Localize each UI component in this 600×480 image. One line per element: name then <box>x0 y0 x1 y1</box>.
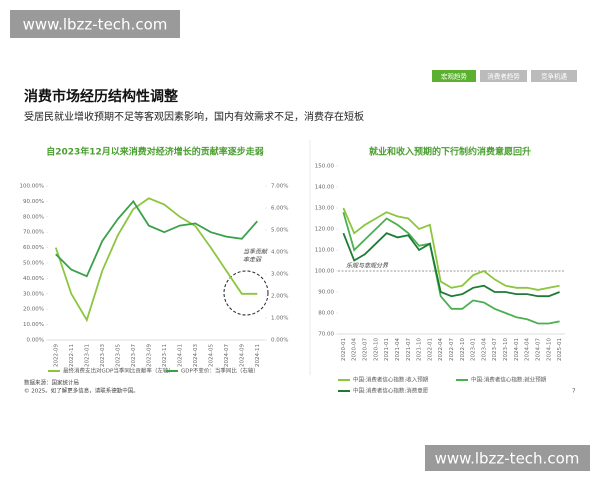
x-tick-label: 2022-01 <box>427 338 433 361</box>
y-tick-label: 150.00 <box>315 164 335 170</box>
x-tick-label: 2020-04 <box>352 338 358 361</box>
y2-tick-label: 2.00% <box>271 294 288 300</box>
x-tick-label: 2022-11 <box>69 344 75 367</box>
x-tick-label: 2023-05 <box>115 344 121 367</box>
annotation: 率走弱 <box>243 256 262 264</box>
y-tick-label: 110.00 <box>315 248 335 254</box>
tab-label[interactable]: 宏观趋势 <box>441 72 468 81</box>
tab[interactable] <box>531 70 577 82</box>
chart-title: 自2023年12月以来消费对经济增长的贡献率逐步走弱 <box>46 146 264 158</box>
legend-label: 中国:消费者信心指数:收入预期 <box>353 376 429 384</box>
y-tick-label: 70.00 <box>318 332 334 338</box>
x-tick-label: 2024-07 <box>224 344 230 367</box>
tab[interactable] <box>480 70 527 82</box>
watermark: www.lbzz-tech.com <box>435 450 580 468</box>
x-tick-label: 2024-01 <box>177 344 183 367</box>
x-tick-label: 2022-10 <box>460 338 466 361</box>
y2-tick-label: 7.00% <box>271 184 288 190</box>
legend-label: GDP不变价：当季同比（右轴） <box>181 367 259 375</box>
highlight-circle <box>223 270 269 316</box>
y-tick-label: 0.00% <box>27 338 44 344</box>
x-tick-label: 2023-01 <box>84 344 90 367</box>
y-tick-label: 80.00% <box>23 214 44 220</box>
x-tick-label: 2023-07 <box>492 338 498 361</box>
series-line <box>55 199 258 278</box>
annotation: 乐观与悲观分界 <box>346 262 389 270</box>
x-tick-label: 2023-11 <box>162 344 168 367</box>
x-tick-label: 2020-01 <box>341 338 347 361</box>
y-tick-label: 120.00 <box>315 227 335 233</box>
y2-tick-label: 5.00% <box>271 228 288 234</box>
series-line <box>54 197 258 323</box>
x-tick-label: 2023-07 <box>131 344 137 367</box>
legend-label: 中国:消费者信心指数:消费意愿 <box>353 387 429 395</box>
x-tick-label: 2020-10 <box>373 338 379 361</box>
x-tick-label: 2022-07 <box>449 338 455 361</box>
tab[interactable] <box>432 70 476 82</box>
x-tick-label: 2020-07 <box>363 338 369 361</box>
annotation: 当季贡献 <box>243 248 268 256</box>
y-tick-label: 30.00% <box>23 291 44 297</box>
watermark: www.lbzz-tech.com <box>23 16 168 34</box>
x-tick-label: 2022-09 <box>53 344 59 367</box>
x-tick-label: 2021-01 <box>384 338 390 361</box>
y-tick-label: 80.00 <box>318 311 334 317</box>
x-tick-label: 2024-09 <box>239 344 245 367</box>
x-tick-label: 2024-03 <box>193 344 199 367</box>
y-tick-label: 70.00% <box>23 230 44 236</box>
copyright: © 2025。如了解更多信息，请联系德勤中国。 <box>24 387 139 395</box>
y-tick-label: 90.00% <box>23 199 44 205</box>
watermark-box <box>10 10 180 38</box>
y2-tick-label: 0.00% <box>271 338 288 344</box>
series-line <box>342 211 560 325</box>
y-tick-label: 100.00% <box>20 184 44 190</box>
x-tick-label: 2024-05 <box>208 344 214 367</box>
x-tick-label: 2024-11 <box>255 344 261 367</box>
y2-tick-label: 1.00% <box>271 316 288 322</box>
y2-tick-label: 4.00% <box>271 250 288 256</box>
y-tick-label: 10.00% <box>23 322 44 328</box>
y2-tick-label: 6.00% <box>271 206 288 212</box>
legend-label: 中国:消费者信心指数:就业预期 <box>471 376 547 384</box>
x-tick-label: 2025-01 <box>557 338 563 361</box>
y-tick-label: 100.00 <box>315 269 335 275</box>
subtitle: 受居民就业增收预期不足等客观因素影响，国内有效需求不足，消费存在短板 <box>24 110 364 123</box>
y-tick-label: 140.00 <box>315 185 335 191</box>
x-tick-label: 2021-07 <box>406 338 412 361</box>
y-tick-label: 40.00% <box>23 276 44 282</box>
x-tick-label: 2023-03 <box>100 344 106 367</box>
x-tick-label: 2021-10 <box>417 338 423 361</box>
y-tick-label: 90.00 <box>318 290 334 296</box>
tab-label[interactable]: 消费者趋势 <box>487 72 520 81</box>
y-tick-label: 60.00% <box>23 245 44 251</box>
y-tick-label: 50.00% <box>23 261 44 267</box>
chart-title: 就业和收入预期的下行制约消费意愿回升 <box>369 146 531 158</box>
x-tick-label: 2024-10 <box>546 338 552 361</box>
x-tick-label: 2024-01 <box>514 338 520 361</box>
watermark-box <box>425 445 590 471</box>
x-tick-label: 2023-09 <box>146 344 152 367</box>
page-number: 7 <box>572 389 576 395</box>
x-tick-label: 2024-04 <box>525 338 531 361</box>
tab-label[interactable]: 竞争机遇 <box>541 72 568 81</box>
source: 数据来源：国家统计局 <box>24 379 79 387</box>
legend-label: 最终消费支出对GDP当季同比贡献率（左轴） <box>63 367 174 375</box>
x-tick-label: 2023-01 <box>471 338 477 361</box>
x-tick-label: 2023-10 <box>503 338 509 361</box>
x-tick-label: 2022-04 <box>438 338 444 361</box>
y-tick-label: 130.00 <box>315 206 335 212</box>
x-tick-label: 2021-04 <box>395 338 401 361</box>
x-tick-label: 2023-04 <box>481 338 487 361</box>
y-tick-label: 20.00% <box>23 307 44 313</box>
series-line <box>342 232 560 298</box>
x-tick-label: 2024-07 <box>535 338 541 361</box>
y2-tick-label: 3.00% <box>271 272 288 278</box>
title: 消费市场经历结构性调整 <box>24 88 179 105</box>
series-line <box>342 207 560 291</box>
